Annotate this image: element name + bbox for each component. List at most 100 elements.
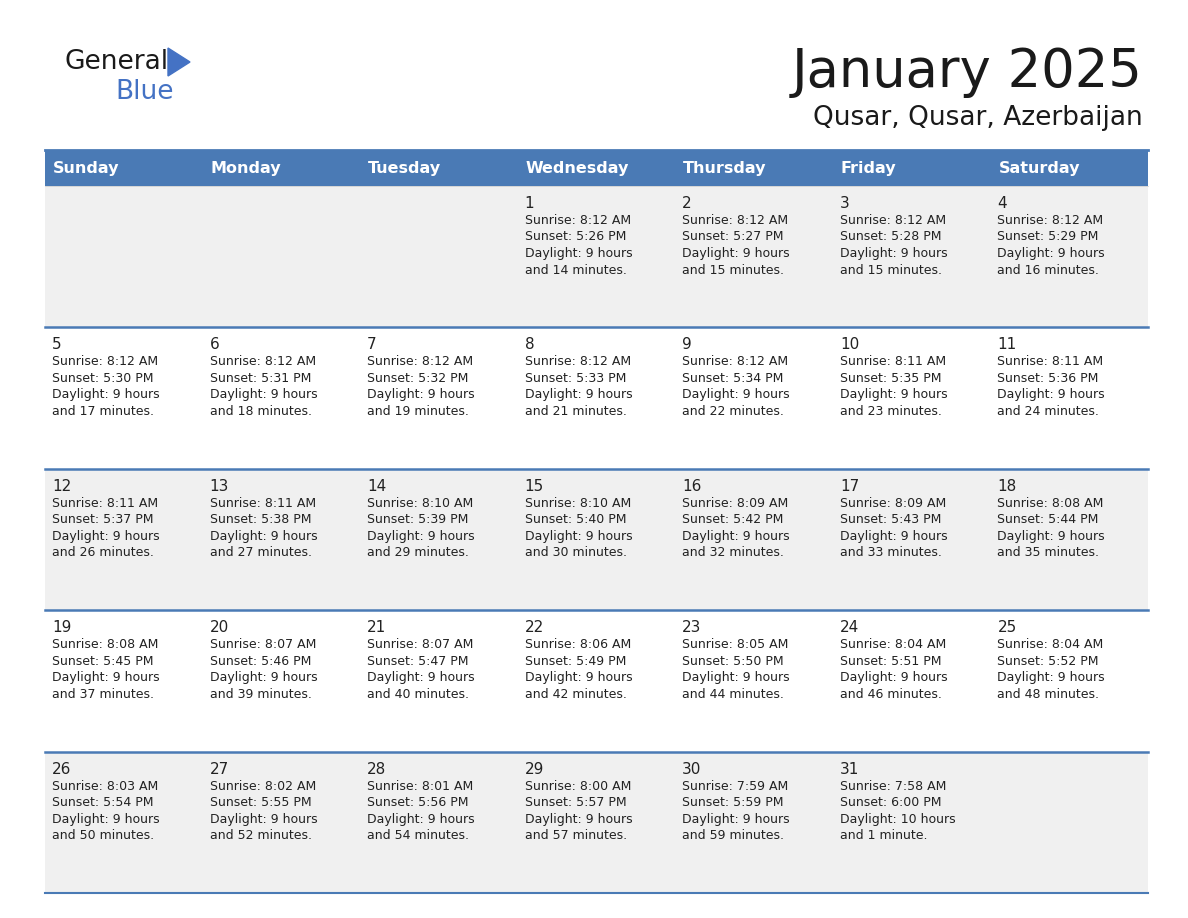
Text: 11: 11 bbox=[998, 338, 1017, 353]
Text: 6: 6 bbox=[209, 338, 220, 353]
Text: Sunset: 5:40 PM: Sunset: 5:40 PM bbox=[525, 513, 626, 526]
Text: Sunrise: 8:11 AM: Sunrise: 8:11 AM bbox=[840, 355, 946, 368]
Text: Daylight: 9 hours: Daylight: 9 hours bbox=[52, 388, 159, 401]
Text: and 40 minutes.: and 40 minutes. bbox=[367, 688, 469, 700]
Text: Daylight: 9 hours: Daylight: 9 hours bbox=[998, 530, 1105, 543]
Text: Daylight: 9 hours: Daylight: 9 hours bbox=[682, 530, 790, 543]
Text: Thursday: Thursday bbox=[683, 161, 766, 175]
Text: and 59 minutes.: and 59 minutes. bbox=[682, 829, 784, 842]
Text: 28: 28 bbox=[367, 762, 386, 777]
Text: Sunrise: 8:01 AM: Sunrise: 8:01 AM bbox=[367, 779, 473, 792]
Text: and 24 minutes.: and 24 minutes. bbox=[998, 405, 1099, 418]
Text: and 22 minutes.: and 22 minutes. bbox=[682, 405, 784, 418]
Text: Sunrise: 8:10 AM: Sunrise: 8:10 AM bbox=[367, 497, 473, 509]
Text: and 35 minutes.: and 35 minutes. bbox=[998, 546, 1099, 559]
Text: Sunrise: 8:10 AM: Sunrise: 8:10 AM bbox=[525, 497, 631, 509]
Text: and 26 minutes.: and 26 minutes. bbox=[52, 546, 154, 559]
Bar bbox=[833, 150, 991, 186]
Text: 20: 20 bbox=[209, 621, 229, 635]
Text: Sunday: Sunday bbox=[53, 161, 120, 175]
Text: 5: 5 bbox=[52, 338, 62, 353]
Text: Sunset: 5:33 PM: Sunset: 5:33 PM bbox=[525, 372, 626, 385]
Text: Sunrise: 8:12 AM: Sunrise: 8:12 AM bbox=[525, 355, 631, 368]
Text: and 44 minutes.: and 44 minutes. bbox=[682, 688, 784, 700]
Text: 14: 14 bbox=[367, 479, 386, 494]
Text: Sunset: 5:26 PM: Sunset: 5:26 PM bbox=[525, 230, 626, 243]
Text: Daylight: 9 hours: Daylight: 9 hours bbox=[998, 388, 1105, 401]
Text: Sunset: 5:56 PM: Sunset: 5:56 PM bbox=[367, 796, 468, 809]
Text: Sunrise: 8:12 AM: Sunrise: 8:12 AM bbox=[52, 355, 158, 368]
Text: Sunrise: 8:11 AM: Sunrise: 8:11 AM bbox=[998, 355, 1104, 368]
Text: Sunset: 5:42 PM: Sunset: 5:42 PM bbox=[682, 513, 784, 526]
Bar bbox=[45, 328, 1148, 469]
Text: Wednesday: Wednesday bbox=[526, 161, 630, 175]
Text: 25: 25 bbox=[998, 621, 1017, 635]
Bar bbox=[518, 150, 675, 186]
Text: 27: 27 bbox=[209, 762, 229, 777]
Text: 23: 23 bbox=[682, 621, 702, 635]
Text: Sunrise: 8:12 AM: Sunrise: 8:12 AM bbox=[209, 355, 316, 368]
Text: Sunset: 5:28 PM: Sunset: 5:28 PM bbox=[840, 230, 941, 243]
Bar bbox=[203, 150, 360, 186]
Text: Daylight: 9 hours: Daylight: 9 hours bbox=[52, 530, 159, 543]
Text: Sunset: 5:43 PM: Sunset: 5:43 PM bbox=[840, 513, 941, 526]
Text: Sunset: 5:50 PM: Sunset: 5:50 PM bbox=[682, 655, 784, 667]
Text: and 54 minutes.: and 54 minutes. bbox=[367, 829, 469, 842]
Text: 21: 21 bbox=[367, 621, 386, 635]
Text: Daylight: 9 hours: Daylight: 9 hours bbox=[367, 530, 475, 543]
Text: Tuesday: Tuesday bbox=[368, 161, 441, 175]
Text: Sunrise: 8:12 AM: Sunrise: 8:12 AM bbox=[525, 214, 631, 227]
Text: Sunrise: 8:12 AM: Sunrise: 8:12 AM bbox=[840, 214, 946, 227]
Text: and 19 minutes.: and 19 minutes. bbox=[367, 405, 469, 418]
Text: 13: 13 bbox=[209, 479, 229, 494]
Text: and 30 minutes.: and 30 minutes. bbox=[525, 546, 627, 559]
Text: and 27 minutes.: and 27 minutes. bbox=[209, 546, 311, 559]
Text: 1: 1 bbox=[525, 196, 535, 211]
Text: 18: 18 bbox=[998, 479, 1017, 494]
Text: Sunrise: 8:12 AM: Sunrise: 8:12 AM bbox=[998, 214, 1104, 227]
Text: and 48 minutes.: and 48 minutes. bbox=[998, 688, 1099, 700]
Text: Daylight: 10 hours: Daylight: 10 hours bbox=[840, 812, 955, 825]
Text: and 15 minutes.: and 15 minutes. bbox=[840, 263, 942, 276]
Text: and 32 minutes.: and 32 minutes. bbox=[682, 546, 784, 559]
Text: Daylight: 9 hours: Daylight: 9 hours bbox=[52, 812, 159, 825]
Text: Sunrise: 7:58 AM: Sunrise: 7:58 AM bbox=[840, 779, 946, 792]
Text: 29: 29 bbox=[525, 762, 544, 777]
Polygon shape bbox=[168, 48, 190, 76]
Text: Daylight: 9 hours: Daylight: 9 hours bbox=[525, 671, 632, 684]
Text: Sunrise: 8:00 AM: Sunrise: 8:00 AM bbox=[525, 779, 631, 792]
Text: Sunset: 5:49 PM: Sunset: 5:49 PM bbox=[525, 655, 626, 667]
Text: 22: 22 bbox=[525, 621, 544, 635]
Text: and 46 minutes.: and 46 minutes. bbox=[840, 688, 942, 700]
Text: Daylight: 9 hours: Daylight: 9 hours bbox=[52, 671, 159, 684]
Text: and 14 minutes.: and 14 minutes. bbox=[525, 263, 626, 276]
Text: Qusar, Qusar, Azerbaijan: Qusar, Qusar, Azerbaijan bbox=[814, 105, 1143, 131]
Text: Daylight: 9 hours: Daylight: 9 hours bbox=[209, 671, 317, 684]
Text: Daylight: 9 hours: Daylight: 9 hours bbox=[840, 530, 948, 543]
Text: Sunrise: 8:05 AM: Sunrise: 8:05 AM bbox=[682, 638, 789, 651]
Text: and 16 minutes.: and 16 minutes. bbox=[998, 263, 1099, 276]
Text: Sunrise: 8:07 AM: Sunrise: 8:07 AM bbox=[367, 638, 474, 651]
Text: 8: 8 bbox=[525, 338, 535, 353]
Bar bbox=[45, 610, 1148, 752]
Text: 31: 31 bbox=[840, 762, 859, 777]
Text: Sunset: 5:35 PM: Sunset: 5:35 PM bbox=[840, 372, 941, 385]
Text: and 29 minutes.: and 29 minutes. bbox=[367, 546, 469, 559]
Text: 19: 19 bbox=[52, 621, 71, 635]
Text: Sunrise: 8:06 AM: Sunrise: 8:06 AM bbox=[525, 638, 631, 651]
Text: and 21 minutes.: and 21 minutes. bbox=[525, 405, 626, 418]
Text: Daylight: 9 hours: Daylight: 9 hours bbox=[209, 388, 317, 401]
Bar bbox=[45, 752, 1148, 893]
Bar bbox=[675, 150, 833, 186]
Text: Sunset: 5:36 PM: Sunset: 5:36 PM bbox=[998, 372, 1099, 385]
Text: Sunset: 5:37 PM: Sunset: 5:37 PM bbox=[52, 513, 153, 526]
Text: Sunrise: 8:07 AM: Sunrise: 8:07 AM bbox=[209, 638, 316, 651]
Text: and 39 minutes.: and 39 minutes. bbox=[209, 688, 311, 700]
Text: 24: 24 bbox=[840, 621, 859, 635]
Text: Daylight: 9 hours: Daylight: 9 hours bbox=[525, 530, 632, 543]
Text: Sunset: 5:45 PM: Sunset: 5:45 PM bbox=[52, 655, 153, 667]
Text: Daylight: 9 hours: Daylight: 9 hours bbox=[682, 247, 790, 260]
Text: 17: 17 bbox=[840, 479, 859, 494]
Text: Saturday: Saturday bbox=[998, 161, 1080, 175]
Text: Daylight: 9 hours: Daylight: 9 hours bbox=[840, 247, 948, 260]
